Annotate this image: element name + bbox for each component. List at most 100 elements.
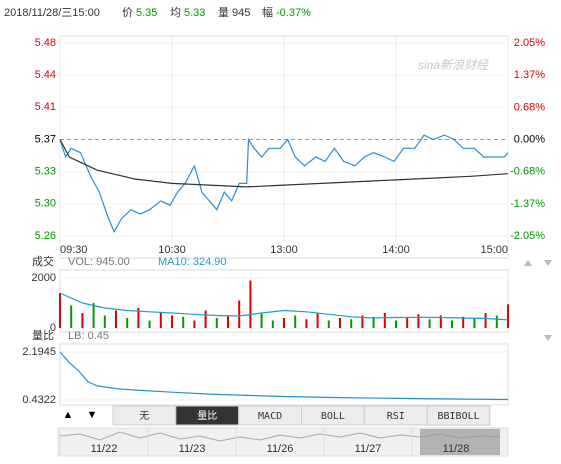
volume-bar: [271, 320, 274, 328]
volume-bar: [182, 316, 185, 328]
header-volume-label: 量: [218, 6, 229, 19]
timeline-date[interactable]: 11/22: [91, 443, 118, 455]
indicator-tab-label[interactable]: 无: [139, 411, 149, 422]
y2-tick-label: 0.00%: [514, 133, 545, 145]
header-avg: 5.33: [184, 7, 205, 19]
volume-bar: [115, 310, 117, 328]
volume-bar: [215, 318, 218, 328]
volume-bar: [372, 316, 375, 328]
volume-bar: [484, 313, 487, 328]
panel-up-icon[interactable]: [524, 260, 532, 266]
volume-bar: [294, 315, 297, 328]
volume-bar: [327, 320, 330, 328]
indicator-tab-label[interactable]: RSI: [387, 411, 405, 422]
indicator-tab-label[interactable]: BOLL: [321, 411, 345, 422]
volume-bar: [126, 318, 129, 328]
indicator-tab[interactable]: [426, 405, 491, 426]
volume-bar: [238, 300, 241, 328]
y-tick-label: 2.1945: [22, 346, 56, 358]
header-price-label: 价: [122, 6, 133, 19]
volume-bar: [148, 320, 151, 328]
volume-bar: [283, 318, 285, 328]
volume-bar: [81, 313, 84, 328]
indicator-tab-label[interactable]: MACD: [258, 411, 282, 422]
volume-bar: [70, 305, 73, 328]
y-tick-label: 5.48: [35, 37, 56, 49]
scroll-up-button[interactable]: ▲: [63, 409, 74, 421]
volume-bar: [339, 318, 341, 328]
panel-title: 成交: [32, 254, 54, 268]
timeline-date[interactable]: 11/26: [267, 443, 294, 455]
volume-bar: [193, 320, 196, 328]
volume-bar: [462, 316, 465, 328]
volume-bar: [249, 280, 252, 328]
indicator-tab-label[interactable]: 量比: [197, 410, 217, 422]
volume-bar: [395, 320, 397, 328]
y-tick-label: 5.26: [35, 230, 56, 242]
volume-bar: [137, 308, 140, 328]
header-avg-label: 均: [170, 6, 181, 19]
watermark: sina新浪财经: [418, 58, 490, 72]
timeline-date[interactable]: 11/28: [443, 443, 470, 455]
volume-bar: [406, 318, 409, 328]
x-tick-label: 10:30: [158, 244, 186, 256]
volume-bar: [92, 303, 95, 328]
y-tick-label: 5.44: [35, 69, 56, 81]
x-tick-label: 09:30: [60, 244, 88, 256]
volume-bar: [159, 313, 162, 328]
y2-tick-label: 1.37%: [514, 69, 545, 81]
volume-bar: [316, 313, 319, 328]
panel-close-icon[interactable]: [544, 335, 552, 341]
header-datetime: 2018/11/28/三15:00: [4, 7, 100, 19]
volume-bar: [59, 293, 61, 328]
volume-bar: [417, 314, 420, 328]
header-price: 5.35: [136, 7, 157, 19]
panel-down-icon[interactable]: [544, 260, 552, 266]
y-tick-label: 5.33: [35, 166, 56, 178]
header-volume: 945: [232, 7, 250, 19]
volume-bar: [305, 319, 308, 328]
x-tick-label: 15:00: [480, 244, 508, 256]
x-tick-label: 13:00: [270, 244, 298, 256]
y-tick-label: 5.41: [35, 101, 56, 113]
volume-bar: [383, 313, 386, 328]
volume-bar: [495, 315, 498, 328]
header-amplitude-label: 幅: [262, 6, 273, 19]
y-tick-label: 5.37: [35, 133, 56, 145]
timeline-date[interactable]: 11/23: [179, 443, 206, 455]
panel-annotation: VOL: 945.00: [68, 256, 130, 268]
panel-frame: [59, 343, 509, 406]
volume-bar: [473, 318, 476, 328]
y2-tick-label: 2.05%: [514, 37, 545, 49]
volume-bar: [227, 315, 229, 328]
series-line: [59, 134, 509, 233]
y-tick-label: 2000: [32, 272, 56, 284]
volume-bar: [350, 319, 353, 328]
series-line: [59, 351, 509, 401]
series-line: [59, 139, 509, 188]
volume-bar: [507, 304, 509, 328]
header-amplitude: -0.37%: [276, 7, 311, 19]
x-tick-label: 14:00: [382, 244, 410, 256]
y-tick-label: 5.30: [35, 198, 56, 210]
volume-bar: [361, 315, 364, 328]
volume-bar: [428, 319, 431, 328]
y-tick-label: 0.4322: [22, 394, 56, 406]
scroll-down-button[interactable]: ▼: [87, 409, 98, 421]
y2-tick-label: -1.37%: [510, 198, 545, 210]
timeline-selection[interactable]: [420, 429, 500, 455]
panel-title: 量比: [32, 329, 54, 342]
indicator-tab-label[interactable]: BBIBOLL: [438, 411, 480, 422]
panel-annotation: MA10: 324.90: [158, 256, 227, 268]
timeline-date[interactable]: 11/27: [355, 443, 382, 455]
y2-tick-label: 0.68%: [514, 101, 545, 113]
y2-tick-label: -0.68%: [510, 165, 545, 177]
y-tick-label: 0: [50, 322, 56, 334]
volume-bar: [204, 310, 207, 328]
y2-tick-label: -2.05%: [510, 230, 545, 242]
volume-bar: [451, 320, 453, 328]
volume-bar: [103, 315, 106, 328]
volume-bar: [260, 313, 263, 328]
